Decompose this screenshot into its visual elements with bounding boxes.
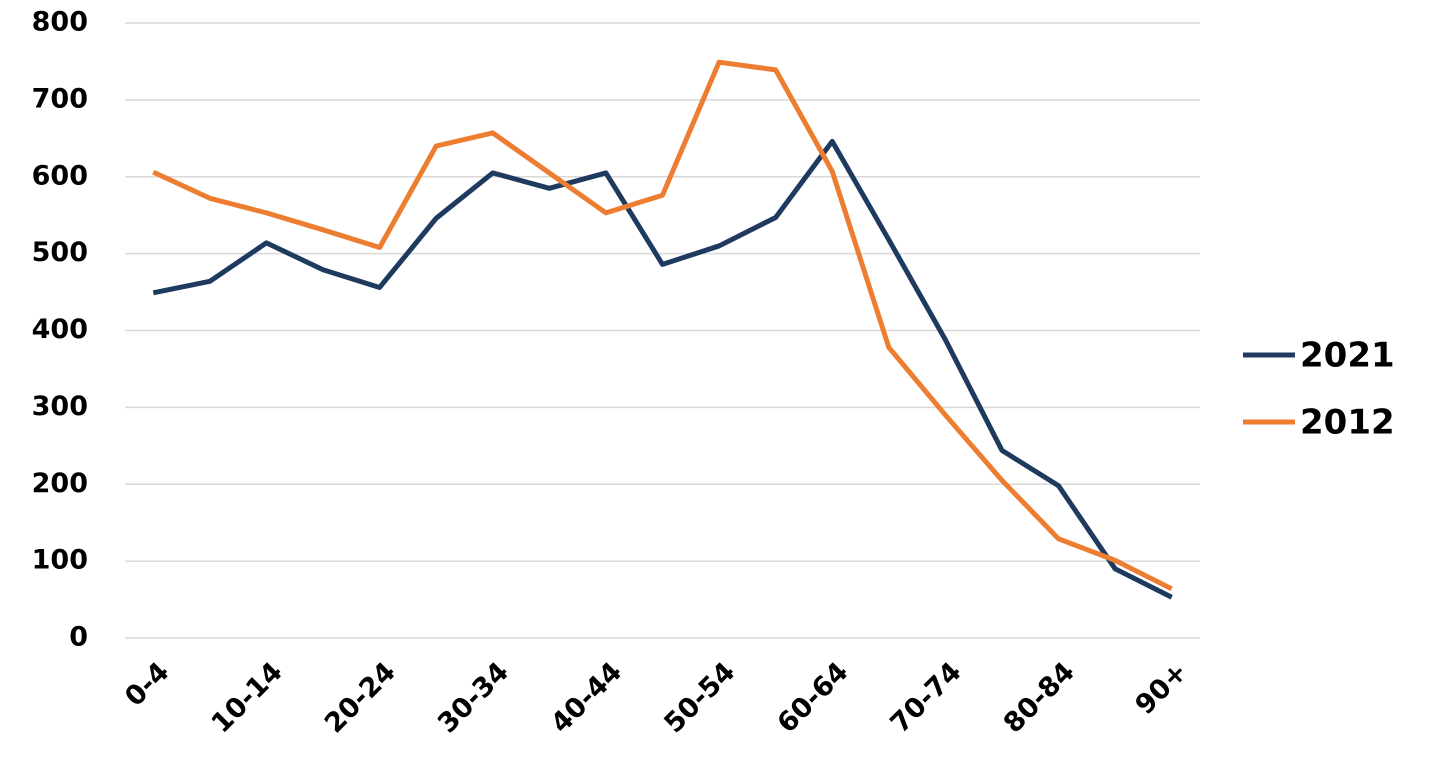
x-tick-label: 40-44 — [545, 656, 628, 739]
legend-label: 2012 — [1300, 403, 1395, 443]
x-tick-label: 10-14 — [206, 656, 289, 739]
legend-label: 2021 — [1300, 336, 1395, 376]
x-tick-label: 60-64 — [772, 656, 855, 739]
x-tick-label: 30-34 — [432, 656, 515, 739]
x-tick-label: 80-84 — [998, 656, 1081, 739]
x-tick-label: 0-4 — [119, 656, 175, 712]
y-tick-label: 700 — [32, 83, 88, 114]
x-tick-label: 70-74 — [885, 656, 968, 739]
x-tick-label: 90+ — [1129, 656, 1193, 720]
line-series — [152, 59, 1173, 592]
y-tick-label: 800 — [32, 7, 88, 38]
x-tick-label: 50-54 — [658, 656, 741, 739]
y-tick-label: 200 — [32, 468, 88, 499]
x-tick-label: 20-24 — [319, 656, 402, 739]
y-tick-label: 100 — [32, 545, 88, 576]
y-tick-label: 500 — [32, 237, 88, 268]
y-tick-label: 300 — [32, 391, 88, 422]
line-series — [152, 138, 1173, 600]
y-tick-label: 600 — [32, 160, 88, 191]
y-tick-label: 0 — [69, 622, 88, 653]
y-tick-label: 400 — [32, 314, 88, 345]
